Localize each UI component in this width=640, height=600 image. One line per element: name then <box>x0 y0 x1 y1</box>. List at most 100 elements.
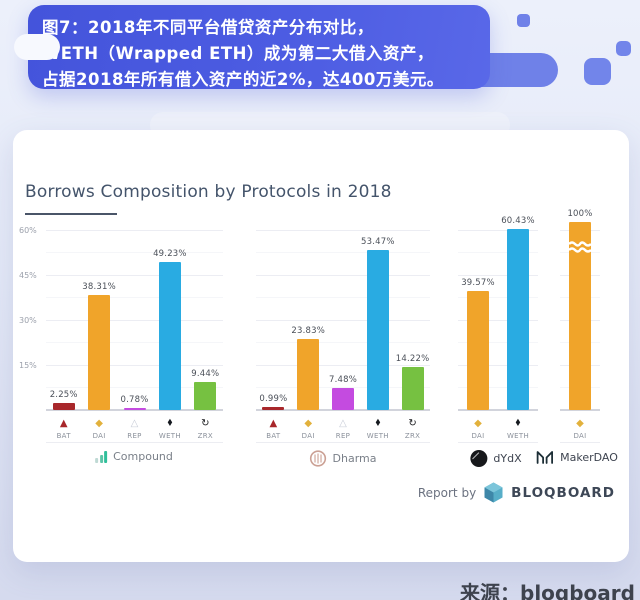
headline-banner: 图7：2018年不同平台借贷资产分布对比， WETH（Wrapped ETH）成… <box>14 5 490 89</box>
chart-group-compound: 2.25% ▲ BAT 38.31% ◆ DAI 0.78% △ REP 49.23% ♦ WETH 9… <box>46 130 223 450</box>
decorative-square <box>616 41 631 56</box>
x-axis-line <box>256 409 430 411</box>
gridline-minor <box>46 387 223 388</box>
group-separator-line <box>46 442 223 443</box>
report-by-row: Report by BLOQBOARD <box>418 482 615 503</box>
chart-title: Borrows Composition by Protocols in 2018 <box>25 182 392 202</box>
protocol-dydx: dYdX <box>470 450 522 467</box>
bar-value-label: 2.25% <box>49 390 78 400</box>
bar-compound-dai <box>88 295 111 410</box>
bar-value-label: 38.31% <box>82 282 116 292</box>
bar-compound-zrx <box>194 382 217 410</box>
banner-line-3: 占据2018年所有借入资产的近2%，达400万美元。 <box>42 70 444 89</box>
bar-value-label: 7.48% <box>328 375 357 385</box>
gridline <box>458 365 538 366</box>
gridline <box>46 230 223 231</box>
gridline <box>256 275 430 276</box>
gridline-minor <box>458 342 538 343</box>
gridline-minor <box>256 342 430 343</box>
gridline <box>458 230 538 231</box>
protocol-name: dYdX <box>493 452 522 465</box>
gridline <box>458 320 538 321</box>
bar-dydx-weth <box>507 229 529 410</box>
protocol-name: Compound <box>113 450 173 463</box>
bar-value-label: 60.43% <box>501 216 535 226</box>
gridline-minor <box>46 297 223 298</box>
axis-break-mark <box>569 241 591 253</box>
banner-notch-shape <box>14 34 60 60</box>
x-axis-line <box>560 409 600 411</box>
y-axis-tick: 45% <box>19 271 37 280</box>
protocol-compound: Compound <box>95 450 173 463</box>
banner-line-2: WETH（Wrapped ETH）成为第二大借入资产， <box>42 44 434 63</box>
bat-token-icon: ▲ <box>59 418 68 429</box>
title-underline <box>25 213 117 215</box>
chart-area: 60% 45% 30% 15% 2.25% ▲ BAT 38.31% ◆ DAI 0.78% △ REP… <box>13 130 629 562</box>
x-axis-tick-label: BAT <box>56 432 71 440</box>
chart-group-makerdao: 100% ◆ DAI <box>560 130 600 450</box>
source-caption: 来源：bloqboard <box>460 581 635 600</box>
bar-dydx-dai <box>467 291 489 410</box>
bar-dharma-rep <box>332 388 354 410</box>
y-axis-tick: 15% <box>19 361 37 370</box>
bar-compound-rep <box>123 408 146 410</box>
bar-value-label: 0.78% <box>120 395 149 405</box>
chart-card: Borrows Composition by Protocols in 2018… <box>13 130 629 562</box>
report-by-label: Report by <box>417 485 477 500</box>
chart-group-dydx: 39.57% ◆ DAI 60.43% ♦ WETH <box>458 130 538 450</box>
bar-value-label: 49.23% <box>153 249 187 259</box>
chart-group-dharma: 0.99% ▲ BAT 23.83% ◆ DAI 7.48% △ REP 53.47% ♦ WETH 1… <box>256 130 430 450</box>
x-axis-line <box>46 409 223 411</box>
dydx-icon <box>470 450 488 467</box>
banner-line-1: 图7：2018年不同平台借贷资产分布对比， <box>42 18 374 37</box>
gridline <box>46 320 223 321</box>
bar-compound-weth <box>158 262 181 410</box>
bloqboard-icon <box>484 482 503 503</box>
group-separator-line <box>560 442 600 443</box>
makerdao-icon <box>536 451 554 464</box>
gridline-minor <box>256 387 430 388</box>
decorative-square <box>584 58 611 85</box>
zrx-token-icon: ↻ <box>408 418 417 429</box>
x-axis-line <box>458 409 538 411</box>
x-axis-tick-label: ZRX <box>197 432 213 440</box>
group-separator-line <box>458 442 538 443</box>
gridline <box>46 275 223 276</box>
bar-value-label: 100% <box>567 209 593 219</box>
protocol-name: MakerDAO <box>560 450 618 464</box>
bar-compound-bat <box>52 403 75 410</box>
x-axis-tick-label: BAT <box>266 432 281 440</box>
gridline-minor <box>458 252 538 253</box>
gridline-minor <box>256 252 430 253</box>
x-axis-tick-label: WETH <box>506 432 530 440</box>
bar-dharma-zrx <box>401 367 424 410</box>
weth-token-icon: ♦ <box>166 418 174 429</box>
bloqboard-brand: BLOQBOARD <box>511 484 615 501</box>
zrx-token-icon: ↻ <box>201 418 210 429</box>
bar-makerdao-dai <box>569 222 591 410</box>
bar-dharma-weth <box>366 250 389 410</box>
protocol-dharma: Dharma <box>309 450 377 467</box>
bar-value-label: 14.22% <box>395 354 430 364</box>
gridline <box>256 365 430 366</box>
x-axis-tick-label: DAI <box>301 432 315 440</box>
x-axis-tick-label: DAI <box>92 432 106 440</box>
decorative-square <box>517 14 530 27</box>
dai-token-icon: ◆ <box>576 418 584 429</box>
gridline-minor <box>458 297 538 298</box>
x-axis-tick-label: REP <box>127 432 142 440</box>
bar-value-label: 53.47% <box>360 237 395 247</box>
protocol-name: Dharma <box>332 452 377 465</box>
bar-dharma-bat <box>262 407 285 410</box>
x-axis-tick-label: REP <box>335 432 351 440</box>
weth-token-icon: ♦ <box>374 418 382 429</box>
compound-icon <box>95 450 108 463</box>
bar-value-label: 0.99% <box>259 394 288 404</box>
gridline <box>256 320 430 321</box>
x-axis-tick-label: WETH <box>158 432 181 440</box>
bar-value-label: 39.57% <box>461 278 495 288</box>
y-axis-tick: 30% <box>19 316 37 325</box>
y-axis-tick: 60% <box>19 226 37 235</box>
bar-dharma-dai <box>297 339 320 410</box>
dai-token-icon: ◆ <box>474 418 482 429</box>
